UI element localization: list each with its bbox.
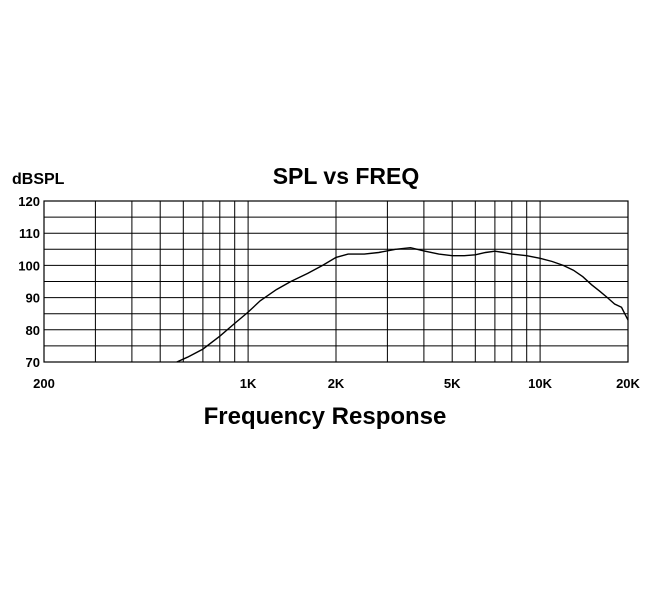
plot-frame bbox=[43, 200, 629, 363]
x-tick-label: 200 bbox=[33, 376, 55, 391]
y-tick-label: 80 bbox=[26, 323, 40, 338]
y-tick-label: 120 bbox=[18, 194, 40, 209]
x-axis-label: Frequency Response bbox=[204, 403, 447, 430]
y-tick-label: 100 bbox=[18, 258, 40, 273]
chart-title: SPL vs FREQ bbox=[273, 163, 420, 189]
y-tick-label: 110 bbox=[19, 226, 40, 241]
response-curve bbox=[176, 246, 629, 363]
y-tick-label: 70 bbox=[26, 355, 40, 370]
grid bbox=[43, 200, 629, 363]
x-tick-label: 2K bbox=[328, 376, 345, 391]
x-tick-label: 10K bbox=[528, 376, 552, 391]
x-tick-label: 5K bbox=[444, 376, 461, 391]
x-tick-label: 1K bbox=[240, 376, 257, 391]
x-tick-label: 20K bbox=[616, 376, 640, 391]
y-axis-ticks: 70 80 90 100 110 120 bbox=[18, 194, 40, 370]
y-tick-label: 90 bbox=[26, 291, 40, 306]
x-axis-ticks: 200 1K 2K 5K 10K 20K bbox=[33, 376, 640, 391]
y-axis-label: dBSPL bbox=[12, 171, 65, 188]
